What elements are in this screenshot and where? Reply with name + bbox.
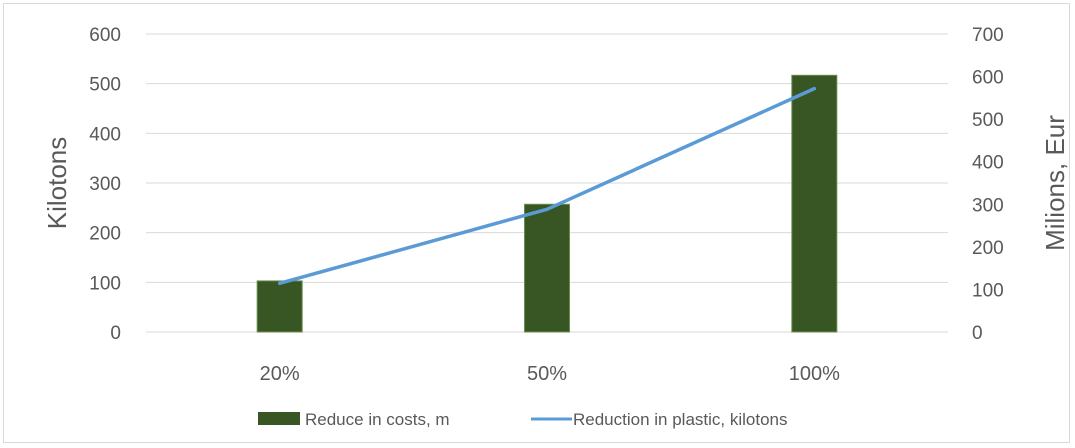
legend: Reduce in costs, m Reduction in plastic,… [258, 410, 788, 429]
category-label: 20% [260, 363, 300, 385]
left-tick-label: 200 [89, 224, 121, 245]
category-label: 100% [789, 363, 840, 385]
legend-bar-label: Reduce in costs, m [305, 410, 450, 429]
left-tick-label: 600 [89, 25, 121, 46]
right-tick-label: 400 [972, 153, 1004, 174]
left-tick-label: 0 [110, 323, 121, 344]
legend-bar-swatch [258, 412, 300, 425]
right-tick-label: 100 [972, 280, 1004, 301]
right-axis-title: Milions, Eur [1040, 115, 1070, 251]
bar-series [256, 74, 838, 333]
bar [256, 280, 303, 333]
right-tick-label: 600 [972, 68, 1004, 89]
left-tick-label: 500 [89, 75, 121, 96]
legend-line-label: Reduction in plastic, kilotons [573, 410, 788, 429]
category-axis-ticks: 20% 50% 100% [260, 363, 840, 385]
left-tick-label: 400 [89, 124, 121, 145]
bar [524, 203, 570, 333]
right-tick-label: 700 [972, 25, 1004, 46]
line-point [545, 207, 549, 211]
bar [791, 74, 838, 333]
line-series [277, 86, 817, 286]
category-label: 50% [527, 363, 567, 385]
left-tick-label: 300 [89, 174, 121, 195]
right-tick-label: 200 [972, 238, 1004, 259]
line-point [278, 281, 282, 285]
left-tick-label: 100 [89, 273, 121, 294]
line-point [812, 87, 816, 91]
left-axis-ticks: 0 100 200 300 400 500 600 [89, 25, 121, 344]
right-tick-label: 0 [972, 323, 983, 344]
left-axis-title: Kilotons [42, 137, 72, 230]
right-axis-ticks: 0 100 200 300 400 500 600 700 [972, 25, 1004, 344]
right-tick-label: 500 [972, 110, 1004, 131]
right-tick-label: 300 [972, 195, 1004, 216]
